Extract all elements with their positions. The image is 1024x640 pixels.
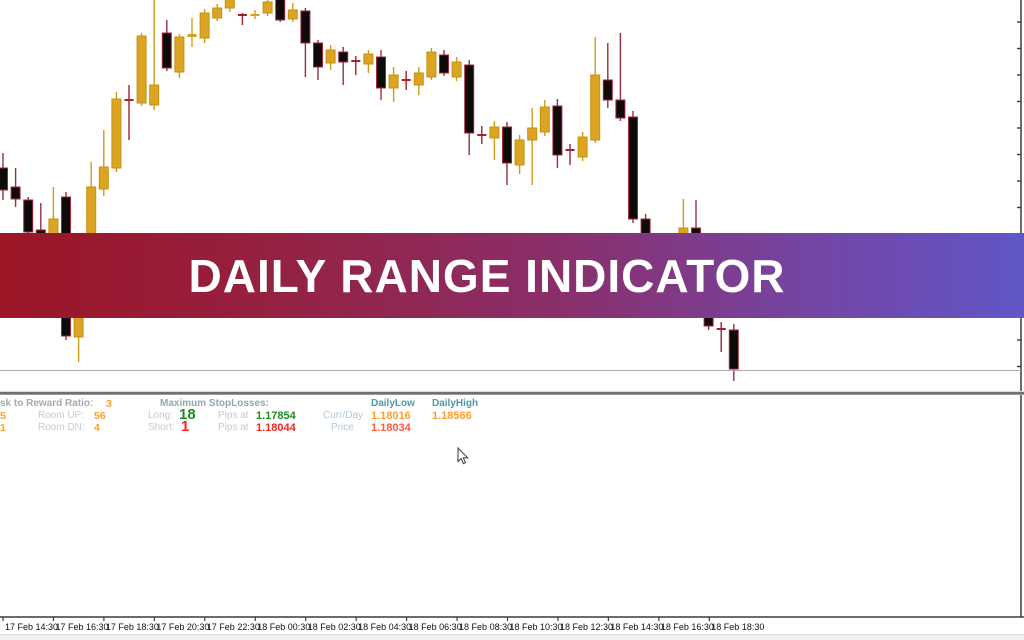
candle (552, 99, 563, 168)
candle (136, 33, 147, 106)
panel-value: sk to Reward Ratio: (0, 398, 94, 409)
panel-value: Price (331, 422, 354, 433)
time-axis-label: 18 Feb 18:30 (711, 622, 764, 632)
panel-value: 3 (106, 398, 112, 410)
panel-value: 4 (94, 422, 100, 434)
time-axis-label: 18 Feb 04:30 (358, 622, 411, 632)
time-axis-label: 17 Feb 18:30 (106, 622, 159, 632)
panel-value: 56 (94, 410, 106, 422)
candle (300, 8, 311, 77)
time-axis-label: 17 Feb 14:30 (5, 622, 58, 632)
panel-value: Room UP: (38, 410, 85, 421)
panel-value: Pips at (218, 410, 249, 421)
time-axis-label: 18 Feb 14:30 (610, 622, 663, 632)
candle (577, 132, 588, 161)
candle (539, 100, 550, 136)
candle (628, 111, 638, 223)
candle (250, 10, 260, 19)
candle (489, 121, 500, 160)
time-axis-label: 18 Feb 00:30 (257, 622, 310, 632)
candle (363, 50, 374, 73)
panel-value: Maximum StopLosses: (160, 398, 269, 409)
panel-value: 1.18034 (371, 422, 411, 434)
time-axis-label: 17 Feb 20:30 (156, 622, 209, 632)
candle (187, 18, 197, 47)
candle (237, 13, 247, 25)
time-axis-label: 18 Feb 12:30 (560, 622, 613, 632)
candle (287, 3, 298, 22)
candle (351, 56, 361, 75)
panel-value: DailyHigh (432, 398, 479, 409)
panel-value: 1 (181, 418, 190, 435)
panel-value: Short: (148, 422, 175, 433)
candle (439, 50, 449, 76)
horizontal-scrollbar[interactable] (0, 634, 1024, 640)
panel-value: 18 (179, 406, 196, 423)
candle (199, 9, 210, 43)
candle (590, 37, 601, 143)
panel-value: DailyLow (371, 398, 415, 409)
banner-title: DAILY RANGE INDICATOR (188, 249, 786, 302)
candle (615, 33, 626, 121)
candle (313, 40, 323, 80)
candle (212, 4, 223, 21)
candle (451, 57, 462, 81)
candle (262, 0, 273, 16)
time-axis-label: 18 Feb 02:30 (308, 622, 361, 632)
candle (477, 126, 487, 144)
candle (0, 153, 8, 200)
candle (23, 197, 34, 233)
candle (98, 130, 109, 196)
time-axis-label: 17 Feb 16:30 (55, 622, 108, 632)
candle (10, 168, 21, 207)
candle (338, 47, 349, 85)
candle (565, 144, 575, 165)
panel-value: 1.18566 (432, 410, 472, 422)
candle (401, 71, 411, 90)
title-banner: DAILY RANGE INDICATOR (0, 233, 1024, 318)
candle (224, 0, 235, 12)
panel-value: 5 (0, 410, 6, 422)
panel-value: Pips at (218, 422, 249, 433)
time-axis-label: 18 Feb 10:30 (510, 622, 563, 632)
candle (376, 50, 386, 100)
panel-value: 1.18016 (371, 410, 411, 422)
panel-value: Room DN: (38, 422, 85, 433)
panel-value: Long: (148, 410, 174, 421)
time-axis-label: 18 Feb 08:30 (459, 622, 512, 632)
candle (602, 43, 613, 108)
time-axis-label: 18 Feb 16:30 (661, 622, 714, 632)
candle (502, 122, 512, 185)
candle (716, 322, 726, 352)
panel-value: 1.17854 (256, 410, 296, 422)
daily-level-line (0, 370, 1021, 371)
candle (174, 34, 185, 78)
subwindow-separator[interactable] (0, 391, 1024, 395)
candle (124, 85, 134, 140)
candle (527, 108, 538, 185)
candle (728, 324, 739, 381)
mouse-cursor-icon (457, 446, 471, 472)
panel-value: Curr/Day (323, 410, 364, 421)
panel-value: 1 (0, 422, 6, 434)
candle (161, 20, 172, 71)
candle (111, 92, 122, 172)
candle (325, 45, 336, 70)
candle (388, 67, 399, 102)
candle (426, 48, 437, 80)
panel-value: 1.18044 (256, 422, 296, 434)
candle (464, 60, 475, 155)
candle (413, 67, 424, 95)
time-axis-label: 18 Feb 06:30 (409, 622, 462, 632)
candle (149, 0, 160, 110)
time-axis-label: 17 Feb 22:30 (207, 622, 260, 632)
candle (514, 135, 525, 174)
candle (275, 0, 286, 22)
